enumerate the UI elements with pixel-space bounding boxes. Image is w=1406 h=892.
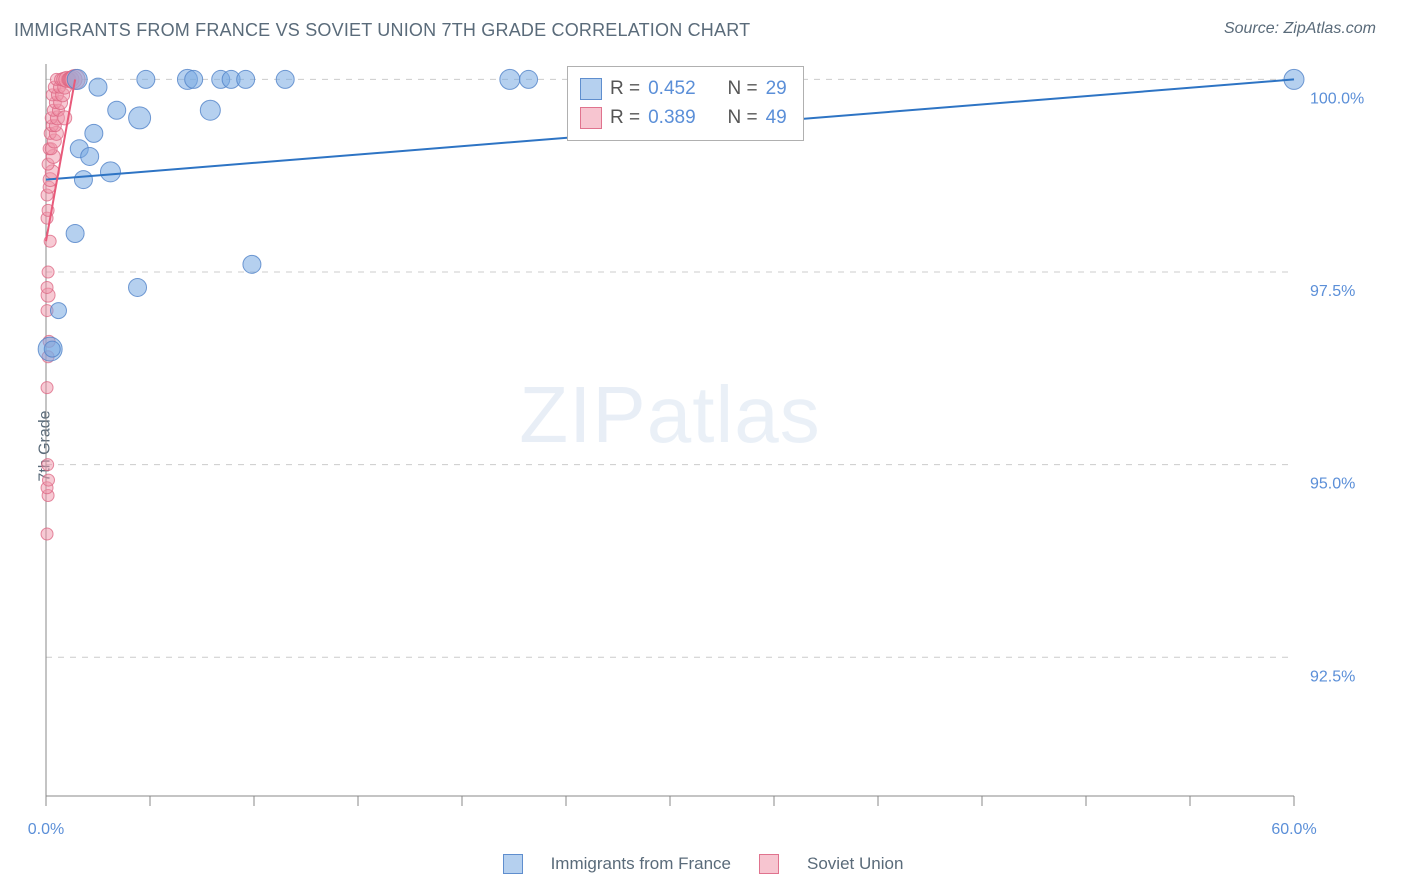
legend-swatch-france [580, 78, 602, 100]
data-point-france [200, 100, 220, 120]
source-label: Source: ZipAtlas.com [1224, 20, 1376, 38]
data-point-france [137, 70, 155, 88]
x-tick-label: 0.0% [28, 821, 64, 838]
data-point-soviet [41, 382, 53, 394]
y-tick-label: 95.0% [1310, 476, 1355, 493]
plot-area: ZIPatlas 92.5%95.0%97.5%100.0%0.0%60.0% … [46, 64, 1294, 796]
data-point-soviet [42, 459, 54, 471]
data-point-france [74, 171, 92, 189]
data-point-france [500, 69, 520, 89]
legend-n-label: N = [728, 75, 758, 104]
series-legend: Immigrants from France Soviet Union [0, 854, 1406, 874]
data-point-france [237, 70, 255, 88]
legend-r-label: R = [610, 75, 640, 104]
data-point-soviet [41, 281, 53, 293]
data-point-france [67, 69, 87, 89]
legend-n-value-soviet: 49 [766, 104, 787, 133]
legend-swatch-france [503, 854, 523, 874]
y-tick-label: 100.0% [1310, 90, 1364, 107]
legend-swatch-soviet [580, 107, 602, 129]
data-point-france [108, 101, 126, 119]
legend-label-france: Immigrants from France [551, 854, 731, 874]
data-point-soviet [42, 266, 54, 278]
data-point-france [100, 162, 120, 182]
data-point-france [243, 255, 261, 273]
legend-r-value-france: 0.452 [648, 75, 696, 104]
data-point-france [185, 70, 203, 88]
header: IMMIGRANTS FROM FRANCE VS SOVIET UNION 7… [0, 0, 1406, 51]
data-point-soviet [41, 528, 53, 540]
legend-n-value-france: 29 [766, 75, 787, 104]
data-point-france [81, 147, 99, 165]
legend-n-label: N = [728, 104, 758, 133]
data-point-france [89, 78, 107, 96]
legend-r-label: R = [610, 104, 640, 133]
legend-swatch-soviet [759, 854, 779, 874]
scatter-chart: 92.5%95.0%97.5%100.0%0.0%60.0% [46, 64, 1294, 796]
data-point-france [44, 341, 60, 357]
data-point-france [66, 225, 84, 243]
data-point-france [129, 107, 151, 129]
data-point-france [85, 124, 103, 142]
legend-r-value-soviet: 0.389 [648, 104, 696, 133]
legend-label-soviet: Soviet Union [807, 854, 903, 874]
legend-row-soviet: R = 0.389 N = 49 [580, 104, 787, 133]
data-point-france [520, 70, 538, 88]
data-point-france [276, 70, 294, 88]
data-point-france [129, 278, 147, 296]
chart-title: IMMIGRANTS FROM FRANCE VS SOVIET UNION 7… [14, 20, 750, 41]
legend-row-france: R = 0.452 N = 29 [580, 75, 787, 104]
data-point-france [50, 303, 66, 319]
x-tick-label: 60.0% [1271, 821, 1316, 838]
data-point-soviet [42, 474, 54, 486]
correlation-legend: R = 0.452 N = 29R = 0.389 N = 49 [567, 66, 804, 141]
y-tick-label: 97.5% [1310, 283, 1355, 300]
y-tick-label: 92.5% [1310, 668, 1355, 685]
